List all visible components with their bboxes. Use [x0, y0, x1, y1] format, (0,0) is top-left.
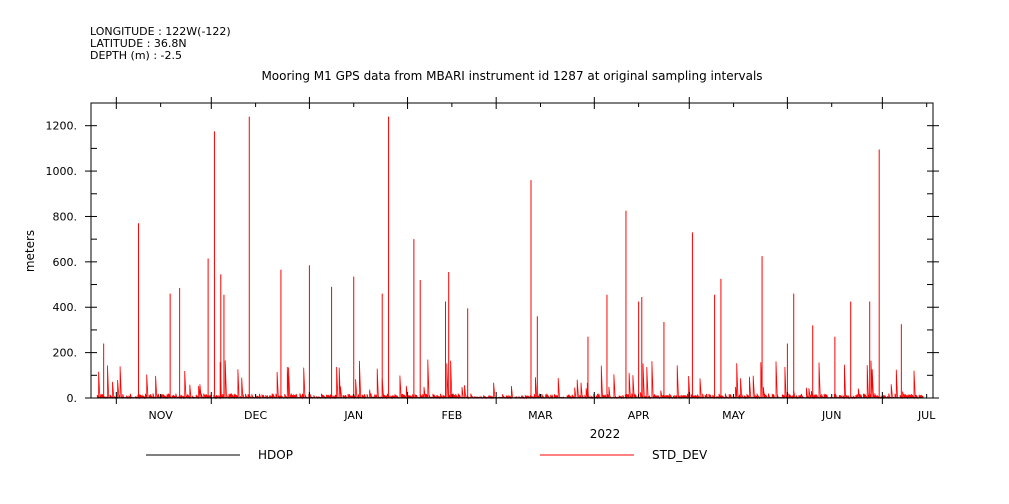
x-axis: NOV DEC JAN FEB MAR APR MAY JUN JUL [115, 97, 936, 422]
legend-stddev-label: STD_DEV [652, 448, 708, 462]
latitude-label: LATITUDE : 36.8N [90, 37, 187, 50]
y-tick-label: 200. [53, 347, 78, 360]
depth-label: DEPTH (m) : -2.5 [90, 49, 182, 62]
x-axis-label: 2022 [590, 427, 621, 441]
y-tick-label: 400. [53, 301, 78, 314]
chart-title: Mooring M1 GPS data from MBARI instrumen… [261, 69, 762, 83]
x-tick-label: JUN [821, 409, 842, 422]
y-tick-label: 0. [67, 392, 78, 405]
y-axis: 0. 200. 400. 600. 800. 1000. 1200. [46, 120, 939, 405]
x-tick-label: JAN [343, 409, 363, 422]
y-tick-label: 600. [53, 256, 78, 269]
x-tick-label: MAR [528, 409, 553, 422]
y-tick-label: 1200. [46, 120, 78, 133]
plot-frame [90, 102, 934, 399]
x-tick-label: FEB [441, 409, 462, 422]
y-tick-label: 1000. [46, 165, 78, 178]
x-tick-label: MAY [722, 409, 745, 422]
x-tick-label: NOV [149, 409, 174, 422]
x-tick-label: DEC [244, 409, 267, 422]
longitude-label: LONGITUDE : 122W(-122) [90, 25, 231, 38]
legend-hdop-label: HDOP [258, 448, 293, 462]
y-tick-label: 800. [53, 210, 78, 223]
data-layer [96, 116, 924, 400]
x-tick-label: JUL [917, 409, 936, 422]
y-axis-label: meters [23, 230, 37, 272]
x-tick-label: APR [628, 409, 650, 422]
legend: HDOP STD_DEV [146, 448, 708, 462]
